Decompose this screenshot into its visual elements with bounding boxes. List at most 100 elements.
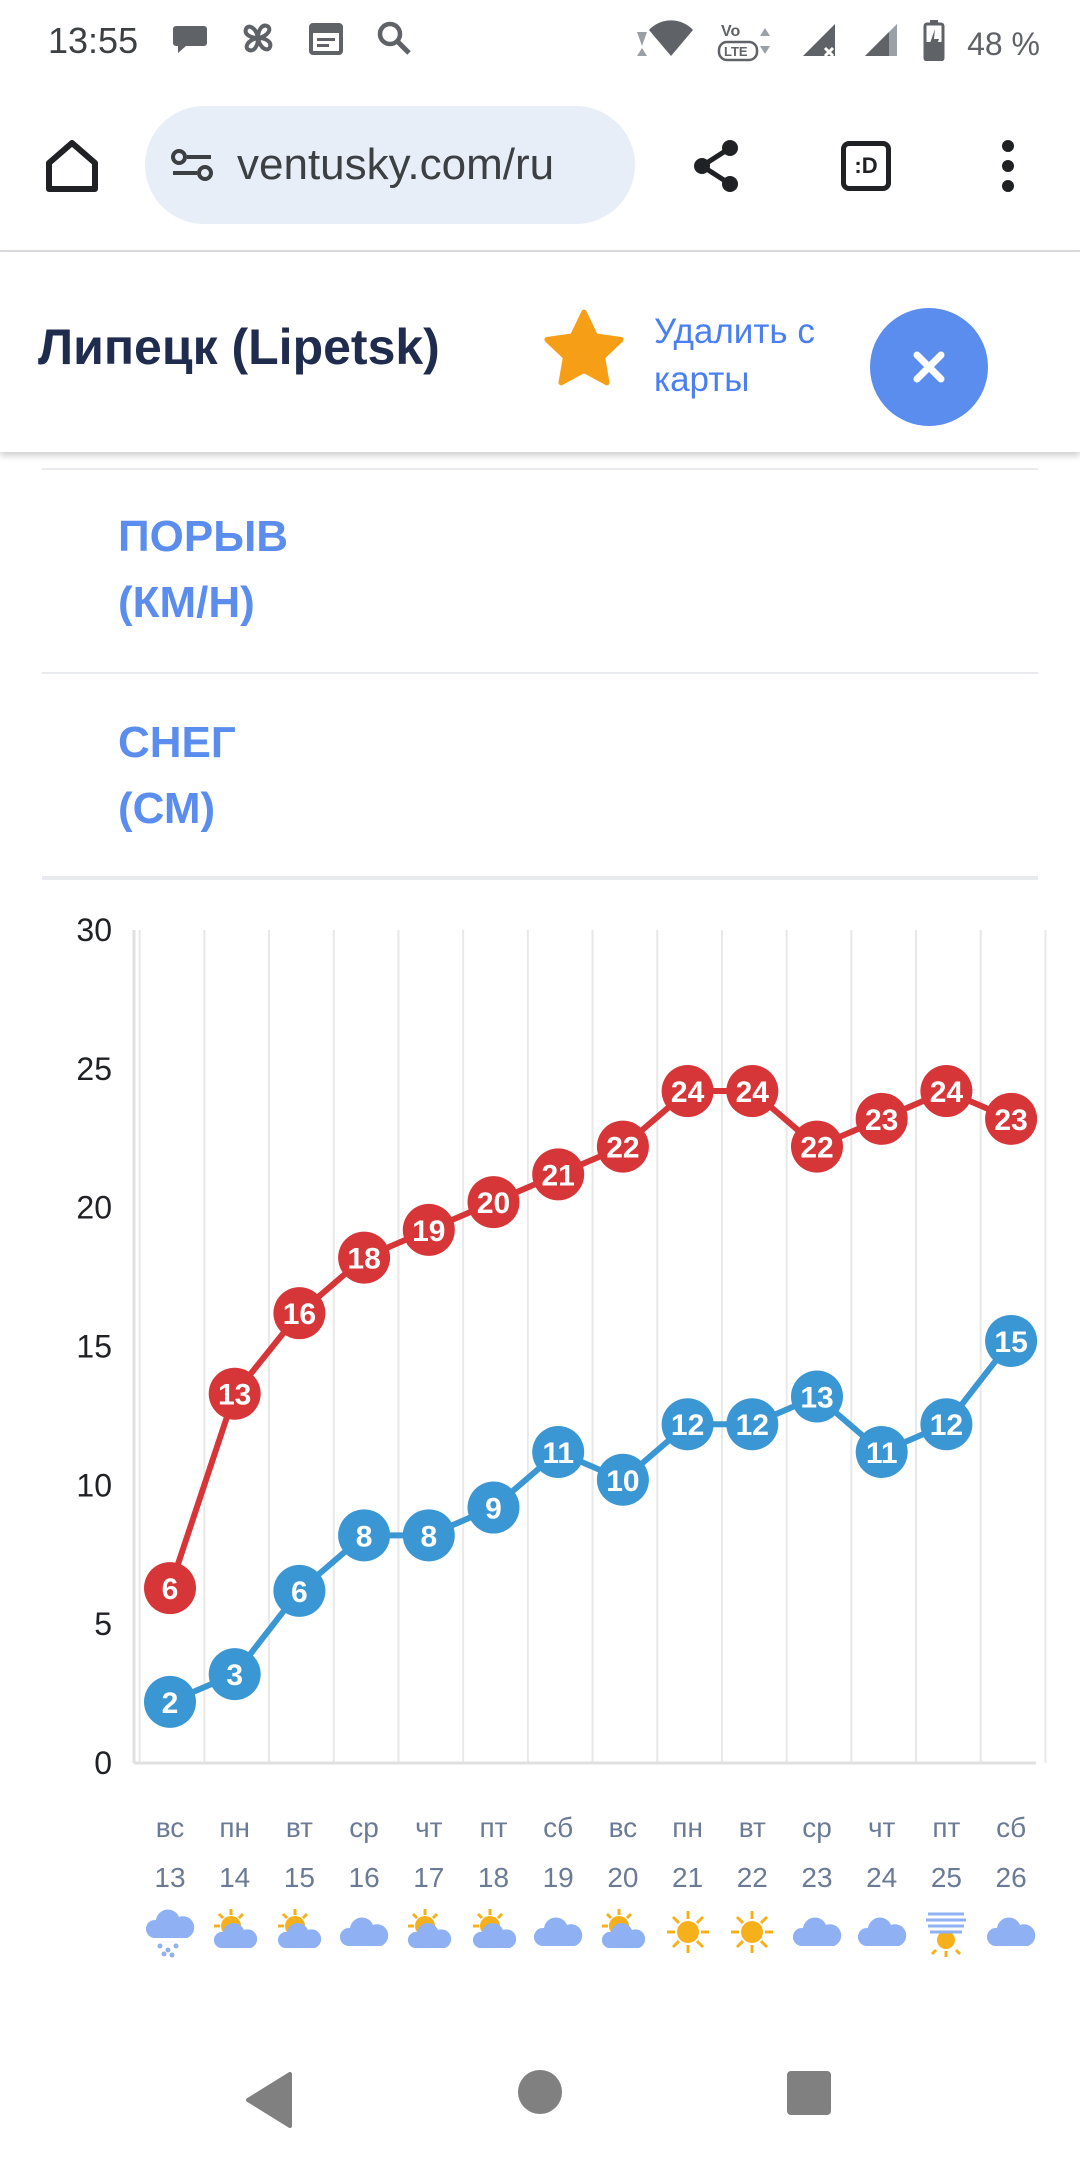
recents-icon[interactable] — [786, 2070, 832, 2116]
data-point — [920, 1398, 973, 1451]
day-column: пн 21 — [656, 1812, 720, 1965]
data-point — [532, 1426, 585, 1479]
home-nav-icon[interactable] — [516, 2068, 564, 2116]
date-label: 25 — [930, 1862, 962, 1893]
row-divider — [42, 876, 1038, 880]
data-point — [273, 1564, 326, 1617]
data-point — [855, 1426, 908, 1479]
row-label-snow: СНЕГ (СМ) — [118, 710, 236, 842]
url-text[interactable]: ventusky.com/ru — [237, 140, 555, 189]
y-tick-label: 20 — [76, 1190, 112, 1226]
fan-icon — [238, 18, 278, 63]
cloud-icon — [979, 1906, 1043, 1965]
day-column: вс 20 — [591, 1812, 655, 1965]
data-point — [402, 1509, 455, 1562]
notification-icons — [170, 18, 414, 63]
data-point — [273, 1287, 326, 1340]
date-label: 17 — [413, 1862, 445, 1893]
data-label: 13 — [800, 1381, 833, 1414]
data-point — [532, 1148, 585, 1201]
close-button[interactable] — [870, 308, 988, 426]
date-label: 26 — [995, 1862, 1027, 1893]
weekday-label: пт — [932, 1812, 961, 1843]
y-tick-label: 5 — [94, 1606, 112, 1642]
back-icon[interactable] — [240, 2068, 300, 2132]
data-point — [402, 1203, 455, 1256]
partly-cloudy-icon — [397, 1906, 461, 1965]
date-label: 14 — [219, 1862, 251, 1893]
tab-count: :D — [841, 141, 891, 191]
day-column: пн 14 — [203, 1812, 267, 1965]
row-label-snow-line1: СНЕГ — [118, 718, 236, 767]
data-point — [144, 1675, 196, 1728]
data-point — [338, 1509, 391, 1562]
y-tick-label: 15 — [76, 1329, 112, 1365]
data-point — [855, 1092, 908, 1145]
date-label: 18 — [477, 1862, 510, 1893]
data-label: 6 — [291, 1576, 308, 1609]
browser-toolbar: ventusky.com/ru :D — [0, 86, 1080, 250]
y-tick-label: 25 — [76, 1051, 112, 1087]
partly-cloudy-icon — [203, 1906, 267, 1965]
tab-switcher-button[interactable]: :D — [830, 130, 902, 202]
data-label: 13 — [218, 1379, 251, 1412]
toolbar-divider — [0, 250, 1080, 252]
data-label: 19 — [412, 1215, 445, 1248]
chat-icon — [170, 18, 210, 63]
weekday-label: вт — [285, 1812, 313, 1843]
day-column: ср 16 — [332, 1812, 396, 1965]
weekday-label: чт — [867, 1812, 896, 1843]
star-icon[interactable] — [540, 307, 628, 395]
date-label: 20 — [607, 1862, 639, 1893]
weekday-label: ср — [349, 1812, 379, 1843]
svg-text:LTE: LTE — [724, 44, 748, 59]
date-label: 15 — [283, 1862, 315, 1893]
date-label: 22 — [736, 1862, 768, 1893]
address-bar[interactable]: ventusky.com/ru — [145, 106, 635, 224]
city-header: Липецк (Lipetsk) Удалить с карты — [0, 252, 1080, 452]
wifi-icon — [635, 20, 695, 68]
snow-cloud-icon — [138, 1906, 202, 1965]
weekday-label: вт — [738, 1812, 766, 1843]
day-column: чт 24 — [850, 1812, 914, 1965]
weekday-label: сб — [543, 1812, 574, 1843]
weekday-label: вс — [155, 1812, 185, 1843]
cloud-icon — [850, 1906, 914, 1965]
data-label: 11 — [866, 1437, 898, 1470]
data-label: 24 — [671, 1076, 705, 1109]
remove-link-line2: карты — [654, 360, 750, 399]
status-time: 13:55 — [48, 20, 139, 61]
weekday-label: пн — [219, 1812, 250, 1843]
data-label: 6 — [162, 1573, 179, 1606]
data-point — [791, 1370, 843, 1423]
sun-icon — [720, 1906, 784, 1965]
day-column: вт 15 — [267, 1812, 331, 1965]
day-column: вт 22 — [720, 1812, 784, 1965]
y-tick-label: 0 — [94, 1745, 112, 1780]
weekday-label: вс — [608, 1812, 638, 1843]
site-settings-icon[interactable] — [167, 138, 221, 192]
data-label: 12 — [930, 1409, 963, 1442]
data-point — [596, 1453, 649, 1506]
date-label: 16 — [348, 1862, 380, 1893]
home-button[interactable] — [36, 130, 108, 202]
data-point — [144, 1562, 196, 1615]
data-label: 20 — [477, 1187, 510, 1220]
signal-icon — [861, 20, 901, 68]
battery-icon — [923, 19, 945, 69]
data-label: 16 — [283, 1298, 316, 1331]
menu-button[interactable] — [972, 130, 1044, 202]
weekday-label: ср — [802, 1812, 832, 1843]
share-button[interactable] — [680, 130, 752, 202]
signal-icon — [799, 20, 839, 68]
battery-percent: 48 % — [967, 25, 1040, 62]
cloud-icon — [526, 1906, 590, 1965]
data-point — [985, 1092, 1038, 1145]
series-line — [167, 1088, 1013, 1590]
data-point — [726, 1065, 779, 1118]
remove-from-map-link[interactable]: Удалить с карты — [654, 308, 854, 404]
status-bar: 13:55 Vo LTE 48 % — [0, 0, 1080, 86]
data-label: 23 — [865, 1104, 898, 1137]
data-label: 12 — [671, 1409, 704, 1442]
